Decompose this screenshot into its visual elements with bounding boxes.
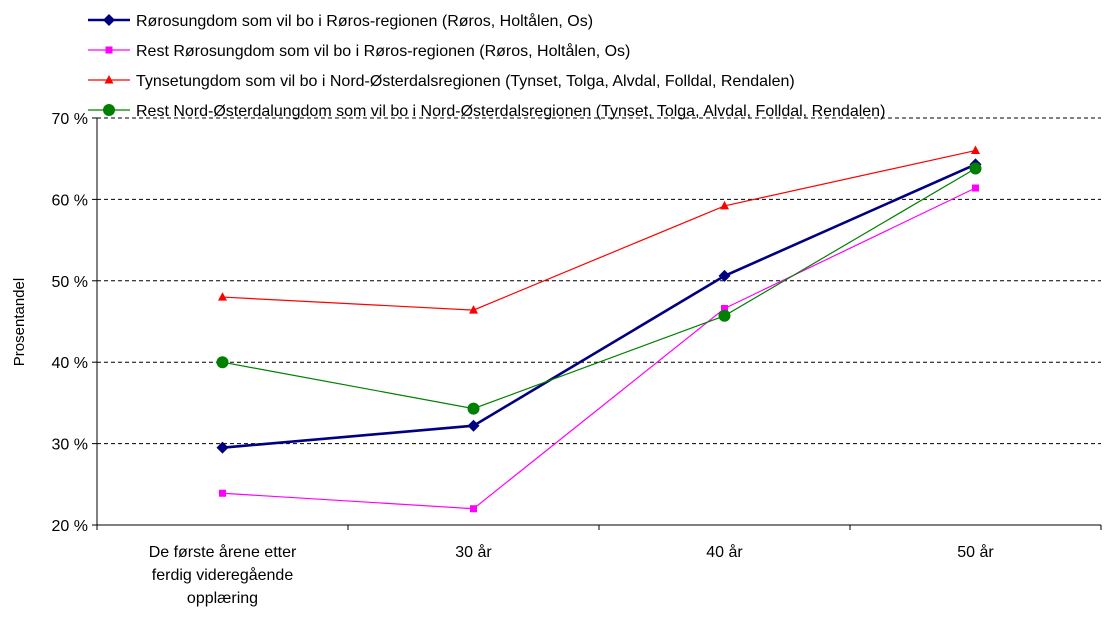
circle-marker (969, 162, 982, 175)
x-tick-label: 30 år (455, 543, 492, 561)
axes (92, 117, 1102, 530)
series-line (222, 167, 976, 410)
x-tick-label-line: opplæring (187, 590, 258, 607)
series-group (216, 145, 982, 513)
square-marker (972, 184, 979, 192)
x-tick-label: 50 år (957, 543, 994, 561)
x-tick-label-line: 50 år (957, 543, 994, 561)
triangle-marker (971, 145, 980, 155)
x-tick-labels: De første årene etter ferdig videregående… (149, 543, 995, 607)
y-tick-label: 20 % (52, 518, 88, 535)
y-tick-label: 70 % (52, 111, 88, 128)
legend-label: Rest Nord-Østerdalungdom som vil bo i No… (136, 103, 885, 120)
legend: Rørosungdom som vil bo i Røros-regionen … (88, 12, 885, 120)
triangle-marker (720, 200, 729, 210)
square-marker (105, 46, 113, 54)
legend-item: Rest Rørosungdom som vil bo i Røros-regi… (88, 42, 630, 60)
x-tick-label-line: 40 år (706, 543, 743, 561)
y-tick-labels: 20 % 30 % 40 % 50 % 60 % 70 % (52, 111, 88, 535)
series-line (222, 163, 977, 449)
legend-item: Tynsetungdom som vil bo i Nord-Østerdals… (88, 73, 795, 90)
series-3 (218, 145, 980, 314)
legend-label: Tynsetungdom som vil bo i Nord-Østerdals… (136, 73, 795, 90)
y-tick-label: 50 % (52, 274, 88, 291)
diamond-marker (467, 419, 480, 432)
series-2 (219, 184, 979, 513)
y-tick-label: 40 % (52, 355, 88, 372)
x-tick-label: De første årene etter ferdig videregående… (149, 543, 297, 607)
y-axis-label: Prosentandel (11, 278, 28, 366)
series-1 (216, 158, 982, 454)
gridlines (97, 117, 1101, 445)
series-line (222, 149, 976, 311)
triangle-marker (218, 292, 227, 301)
triangle-marker (104, 75, 114, 84)
series-line (222, 187, 976, 510)
x-tick-label: 40 år (706, 543, 743, 561)
diamond-marker (718, 269, 731, 282)
legend-label: Rest Rørosungdom som vil bo i Røros-regi… (136, 42, 630, 60)
diamond-marker (103, 14, 115, 26)
legend-item: Rest Nord-Østerdalungdom som vil bo i No… (88, 103, 885, 120)
square-marker (721, 304, 728, 312)
series-4 (216, 162, 982, 415)
square-marker (219, 489, 226, 497)
y-tick-label: 30 % (52, 437, 88, 454)
circle-marker (103, 104, 115, 116)
triangle-marker (469, 305, 478, 314)
x-tick-label-line: De første årene etter (149, 543, 297, 561)
circle-marker (467, 402, 480, 415)
x-tick-label-line: 30 år (455, 543, 492, 561)
circle-marker (718, 309, 731, 322)
y-tick-label: 60 % (52, 192, 88, 209)
circle-marker (216, 356, 229, 369)
diamond-marker (216, 441, 229, 454)
square-marker (470, 505, 477, 513)
x-tick-label-line: ferdig videregående (152, 566, 294, 584)
legend-item: Rørosungdom som vil bo i Røros-regionen … (88, 12, 593, 30)
legend-label: Rørosungdom som vil bo i Røros-regionen … (136, 12, 593, 30)
